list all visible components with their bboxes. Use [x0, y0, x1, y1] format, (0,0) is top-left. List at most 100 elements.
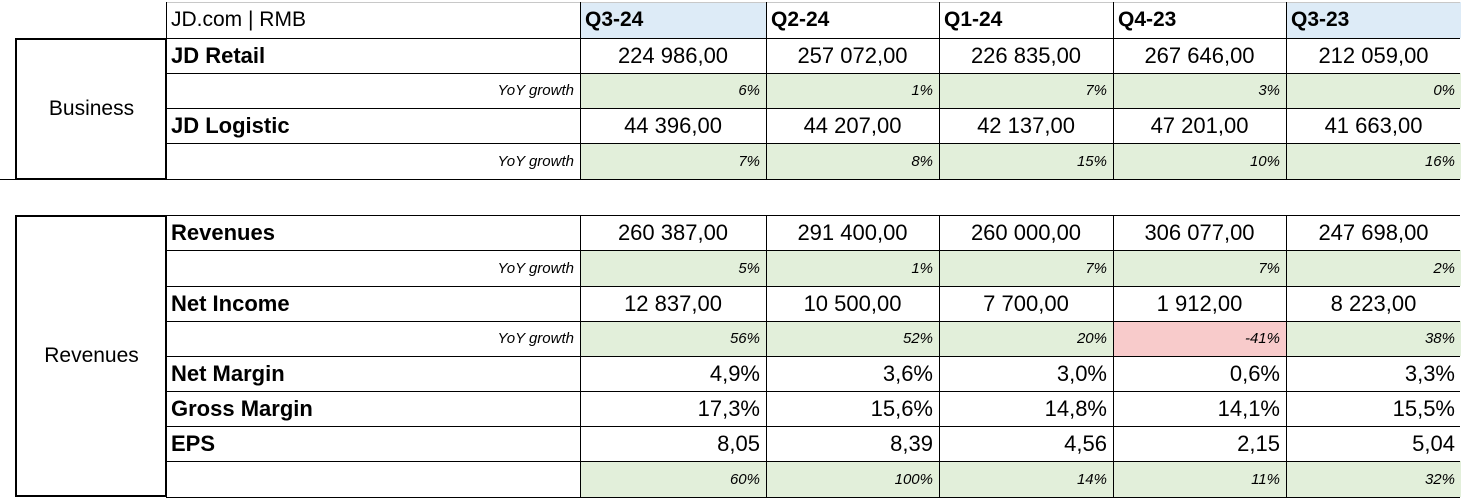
yoy-growth-label: YoY growth	[497, 259, 574, 277]
value-cell[interactable]: 3,0%	[1056, 360, 1107, 386]
value-cell[interactable]: 8,39	[890, 430, 933, 456]
growth-cell[interactable]: 20%	[939, 321, 1113, 356]
value-cell[interactable]: 12 837,00	[624, 290, 722, 316]
value-cell[interactable]: 1 912,00	[1156, 290, 1243, 316]
value-cell[interactable]: 291 400,00	[797, 219, 908, 245]
value-cell[interactable]: 267 646,00	[1144, 42, 1255, 68]
value-cell[interactable]: 224 986,00	[617, 42, 729, 68]
grid-line	[1113, 215, 1114, 497]
grid-line	[165, 215, 166, 497]
value-cell[interactable]: 41 663,00	[1324, 112, 1423, 138]
growth-cell[interactable]: 7%	[580, 143, 766, 179]
yoy-growth-label: YoY growth	[497, 330, 574, 347]
quarter-header[interactable]: Q1-24	[944, 8, 1003, 31]
growth-cell[interactable]: 1%	[766, 73, 939, 108]
value-cell[interactable]: 4,9%	[709, 360, 760, 386]
growth-cell[interactable]: 56%	[580, 321, 766, 356]
row-label: Net Income	[171, 290, 290, 316]
growth-cell[interactable]: 3%	[1113, 73, 1286, 108]
growth-cell[interactable]: 15%	[939, 143, 1113, 179]
growth-cell[interactable]: 52%	[766, 321, 939, 356]
value-cell[interactable]: 306 077,00	[1144, 219, 1255, 245]
grid-line	[580, 215, 581, 497]
grid-line	[1286, 2, 1287, 179]
growth-cell[interactable]: 6%	[580, 73, 766, 108]
value-cell[interactable]: 14,1%	[1217, 395, 1280, 421]
quarter-header[interactable]: Q3-24	[580, 2, 766, 38]
value-cell[interactable]: 42 137,00	[977, 112, 1075, 138]
value-cell[interactable]: 257 072,00	[797, 42, 908, 68]
growth-cell[interactable]: 7%	[1113, 250, 1286, 286]
grid-line	[1286, 215, 1287, 497]
grid-line	[166, 73, 1460, 74]
value-cell[interactable]: 3,6%	[882, 360, 933, 386]
growth-cell[interactable]: 60%	[580, 461, 766, 497]
value-cell[interactable]: 8 223,00	[1330, 290, 1417, 316]
quarter-header[interactable]: Q3-23	[1286, 2, 1461, 38]
grid-line	[165, 38, 166, 180]
value-cell[interactable]: 10 500,00	[803, 290, 902, 316]
grid-line	[939, 2, 940, 179]
growth-cell[interactable]: 1%	[766, 250, 939, 286]
value-cell[interactable]: 212 059,00	[1318, 42, 1429, 68]
value-cell[interactable]: 0,6%	[1229, 360, 1280, 386]
growth-cell[interactable]: 100%	[766, 461, 939, 497]
growth-cell[interactable]: 16%	[1286, 143, 1461, 179]
value-cell[interactable]: 4,56	[1064, 430, 1107, 456]
yoy-growth-label: YoY growth	[497, 82, 574, 99]
grid-line	[166, 215, 1460, 216]
value-cell[interactable]: 5,04	[1412, 430, 1455, 456]
row-label: JD Logistic	[171, 112, 290, 138]
grid-line	[166, 321, 1460, 322]
growth-cell[interactable]: 0%	[1286, 73, 1461, 108]
grid-line	[166, 143, 1460, 144]
growth-cell[interactable]: 7%	[939, 73, 1113, 108]
sheet-title: JD.com | RMB	[171, 8, 306, 31]
grid-line	[580, 2, 581, 179]
value-cell[interactable]: 47 201,00	[1150, 112, 1249, 138]
grid-line	[166, 426, 1460, 427]
grid-line	[939, 215, 940, 497]
grid-line	[166, 356, 1460, 357]
value-cell[interactable]: 17,3%	[697, 395, 760, 421]
value-cell[interactable]: 226 835,00	[970, 42, 1082, 68]
row-label: Net Margin	[171, 360, 285, 386]
row-label: EPS	[171, 430, 216, 456]
growth-cell[interactable]: -41%	[1113, 321, 1286, 356]
grid-line	[166, 215, 167, 497]
growth-cell[interactable]: 7%	[939, 250, 1113, 286]
grid-line	[166, 391, 1460, 392]
grid-line	[166, 286, 1460, 287]
growth-cell[interactable]: 11%	[1113, 461, 1286, 497]
value-cell[interactable]: 260 000,00	[970, 219, 1082, 245]
growth-cell[interactable]: 10%	[1113, 143, 1286, 179]
growth-cell[interactable]: 14%	[939, 461, 1113, 497]
growth-cell[interactable]: 38%	[1286, 321, 1461, 356]
row-label: JD Retail	[171, 42, 266, 68]
grid-line	[766, 215, 767, 497]
row-label: Gross Margin	[171, 395, 313, 421]
value-cell[interactable]: 7 700,00	[983, 290, 1069, 316]
quarter-header[interactable]: Q2-24	[771, 8, 830, 31]
value-cell[interactable]: 3,3%	[1404, 360, 1455, 386]
value-cell[interactable]: 2,15	[1237, 430, 1280, 456]
grid-line	[166, 2, 167, 179]
value-cell[interactable]: 14,8%	[1044, 395, 1107, 421]
growth-cell[interactable]: 32%	[1286, 461, 1461, 497]
grid-line	[166, 179, 1460, 180]
grid-line	[166, 2, 1460, 3]
value-cell[interactable]: 44 396,00	[624, 112, 722, 138]
grid-line	[766, 2, 767, 179]
growth-cell[interactable]: 5%	[580, 250, 766, 286]
grid-line	[166, 250, 1460, 251]
value-cell[interactable]: 15,5%	[1392, 395, 1455, 421]
quarter-header[interactable]: Q4-23	[1118, 8, 1177, 31]
growth-cell[interactable]: 8%	[766, 143, 939, 179]
value-cell[interactable]: 247 698,00	[1318, 219, 1429, 245]
grid-line	[166, 38, 1460, 39]
value-cell[interactable]: 260 387,00	[617, 219, 729, 245]
value-cell[interactable]: 15,6%	[870, 395, 933, 421]
value-cell[interactable]: 8,05	[717, 430, 760, 456]
growth-cell[interactable]: 2%	[1286, 250, 1461, 286]
value-cell[interactable]: 44 207,00	[803, 112, 902, 138]
